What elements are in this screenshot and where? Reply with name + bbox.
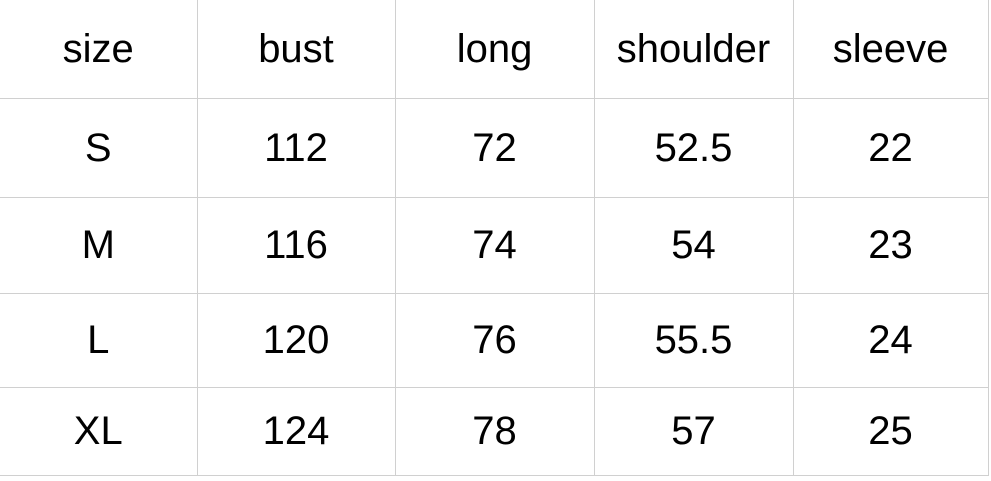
cell-long-value: 72 [395,98,595,198]
cell-shoulder-value: 57 [594,387,794,476]
cell-shoulder-value: 54 [594,197,794,294]
cell-size-label: M [0,197,198,294]
cell-size-label: S [0,98,198,198]
cell-bust-value: 124 [197,387,396,476]
table-row: L 120 76 55.5 24 [0,293,989,388]
cell-sleeve-value: 22 [793,98,989,198]
cell-shoulder-value: 52.5 [594,98,794,198]
cell-long-value: 78 [395,387,595,476]
column-header-long: long [395,0,595,99]
column-header-bust: bust [197,0,396,99]
cell-shoulder-value: 55.5 [594,293,794,388]
cell-bust-value: 112 [197,98,396,198]
column-header-size: size [0,0,198,99]
table-header-row: size bust long shoulder sleeve [0,0,989,99]
cell-sleeve-value: 24 [793,293,989,388]
cell-long-value: 76 [395,293,595,388]
cell-size-label: XL [0,387,198,476]
cell-bust-value: 120 [197,293,396,388]
table-row: M 116 74 54 23 [0,197,989,294]
cell-sleeve-value: 23 [793,197,989,294]
cell-sleeve-value: 25 [793,387,989,476]
cell-size-label: L [0,293,198,388]
table-row: XL 124 78 57 25 [0,387,989,476]
table-row: S 112 72 52.5 22 [0,98,989,198]
cell-long-value: 74 [395,197,595,294]
cell-bust-value: 116 [197,197,396,294]
column-header-shoulder: shoulder [594,0,794,99]
column-header-sleeve: sleeve [793,0,989,99]
